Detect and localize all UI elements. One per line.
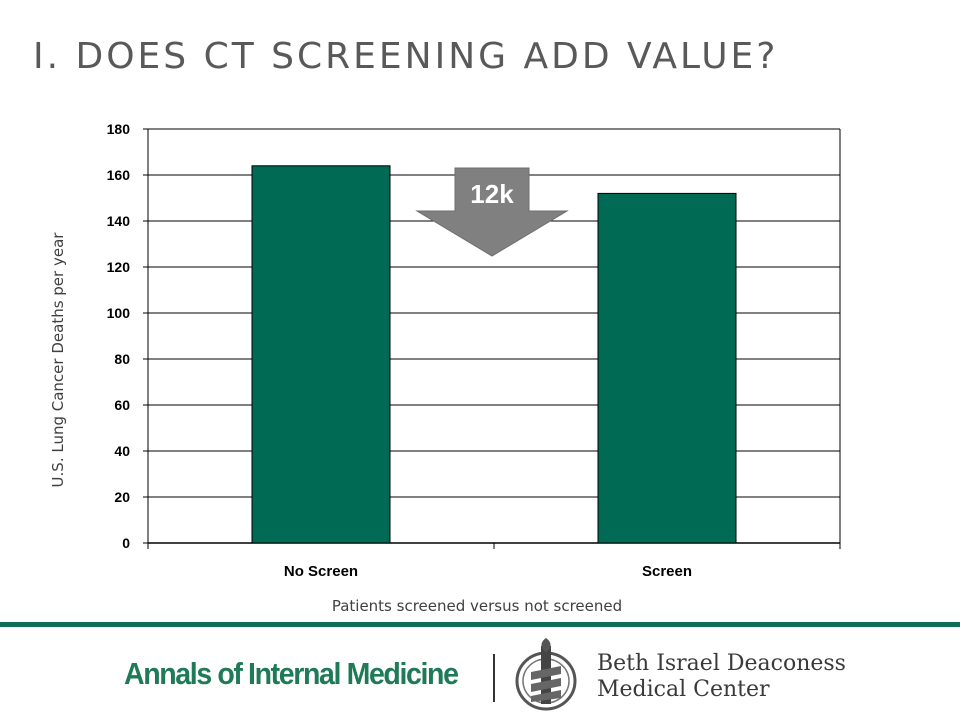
y-tick-label: 100: [107, 305, 131, 321]
x-tick-label: No Screen: [284, 563, 358, 580]
down-arrow-icon: [415, 167, 569, 257]
footer-divider: [0, 622, 960, 627]
hospital-logo: Beth Israel Deaconess Medical Center: [597, 651, 846, 703]
hospital-logo-line2: Medical Center: [597, 677, 770, 702]
y-tick-label: 20: [114, 489, 130, 505]
x-tick-label: Screen: [642, 563, 692, 580]
x-axis-title: Patients screened versus not screened: [332, 597, 622, 615]
bar-no-screen: [251, 165, 391, 544]
y-tick-labels: 0 20 40 60 80 100 120 140 160 180: [107, 121, 131, 551]
hospital-logo-line1: Beth Israel Deaconess: [597, 651, 846, 676]
bar-chart: 0 20 40 60 80 100 120 140 160 180 No Screen Screen…: [49, 121, 841, 615]
y-tick-label: 40: [114, 443, 130, 459]
x-tick-labels: No Screen Screen: [284, 563, 692, 580]
y-tick-label: 140: [107, 213, 131, 229]
y-tick-label: 160: [107, 167, 131, 183]
y-tick-label: 80: [114, 351, 130, 367]
arrow-label: 12k: [470, 179, 514, 209]
slide-title: I. DOES CT SCREENING ADD VALUE?: [33, 36, 779, 77]
y-tick-label: 180: [107, 121, 131, 137]
y-axis-title: U.S. Lung Cancer Deaths per year: [49, 232, 67, 488]
chart-annotation: 12k: [415, 167, 569, 257]
logo-separator: [493, 654, 495, 702]
y-tick-label: 60: [114, 397, 130, 413]
y-tick-label: 120: [107, 259, 131, 275]
hospital-seal-icon: [515, 638, 577, 711]
y-tick-label: 0: [122, 535, 130, 551]
journal-logo: Annals of Internal Medicine: [124, 656, 459, 691]
bar-screen: [597, 192, 737, 544]
chart-bars: [251, 165, 737, 544]
